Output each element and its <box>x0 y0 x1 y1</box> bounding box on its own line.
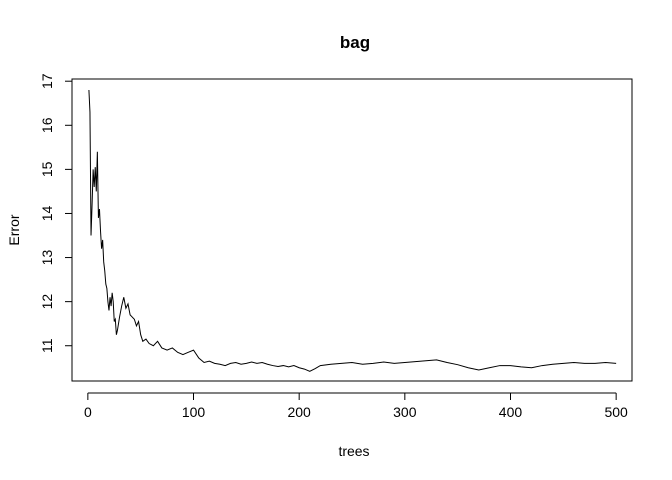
x-tick-label: 100 <box>182 404 206 420</box>
y-tick-label: 17 <box>39 73 55 89</box>
error-series-line <box>88 89 617 372</box>
y-tick-label: 15 <box>39 161 55 177</box>
y-tick-label: 14 <box>39 205 55 221</box>
y-tick-label: 11 <box>39 338 55 353</box>
x-tick-label: 500 <box>604 404 628 420</box>
x-tick-label: 0 <box>84 404 92 420</box>
x-axis-label: trees <box>338 443 369 459</box>
x-axis: 0 100 200 300 400 500 <box>84 392 628 420</box>
x-tick-label: 400 <box>499 404 523 420</box>
y-axis-label: Error <box>6 214 22 245</box>
chart-title: bag <box>340 33 370 52</box>
y-tick-label: 16 <box>39 117 55 133</box>
x-tick-label: 300 <box>393 404 417 420</box>
y-tick-label: 12 <box>39 294 55 310</box>
plot-frame <box>71 78 633 382</box>
y-axis: 11 12 13 14 15 16 17 <box>39 73 73 353</box>
y-tick-label: 13 <box>39 250 55 266</box>
x-tick-label: 200 <box>287 404 311 420</box>
